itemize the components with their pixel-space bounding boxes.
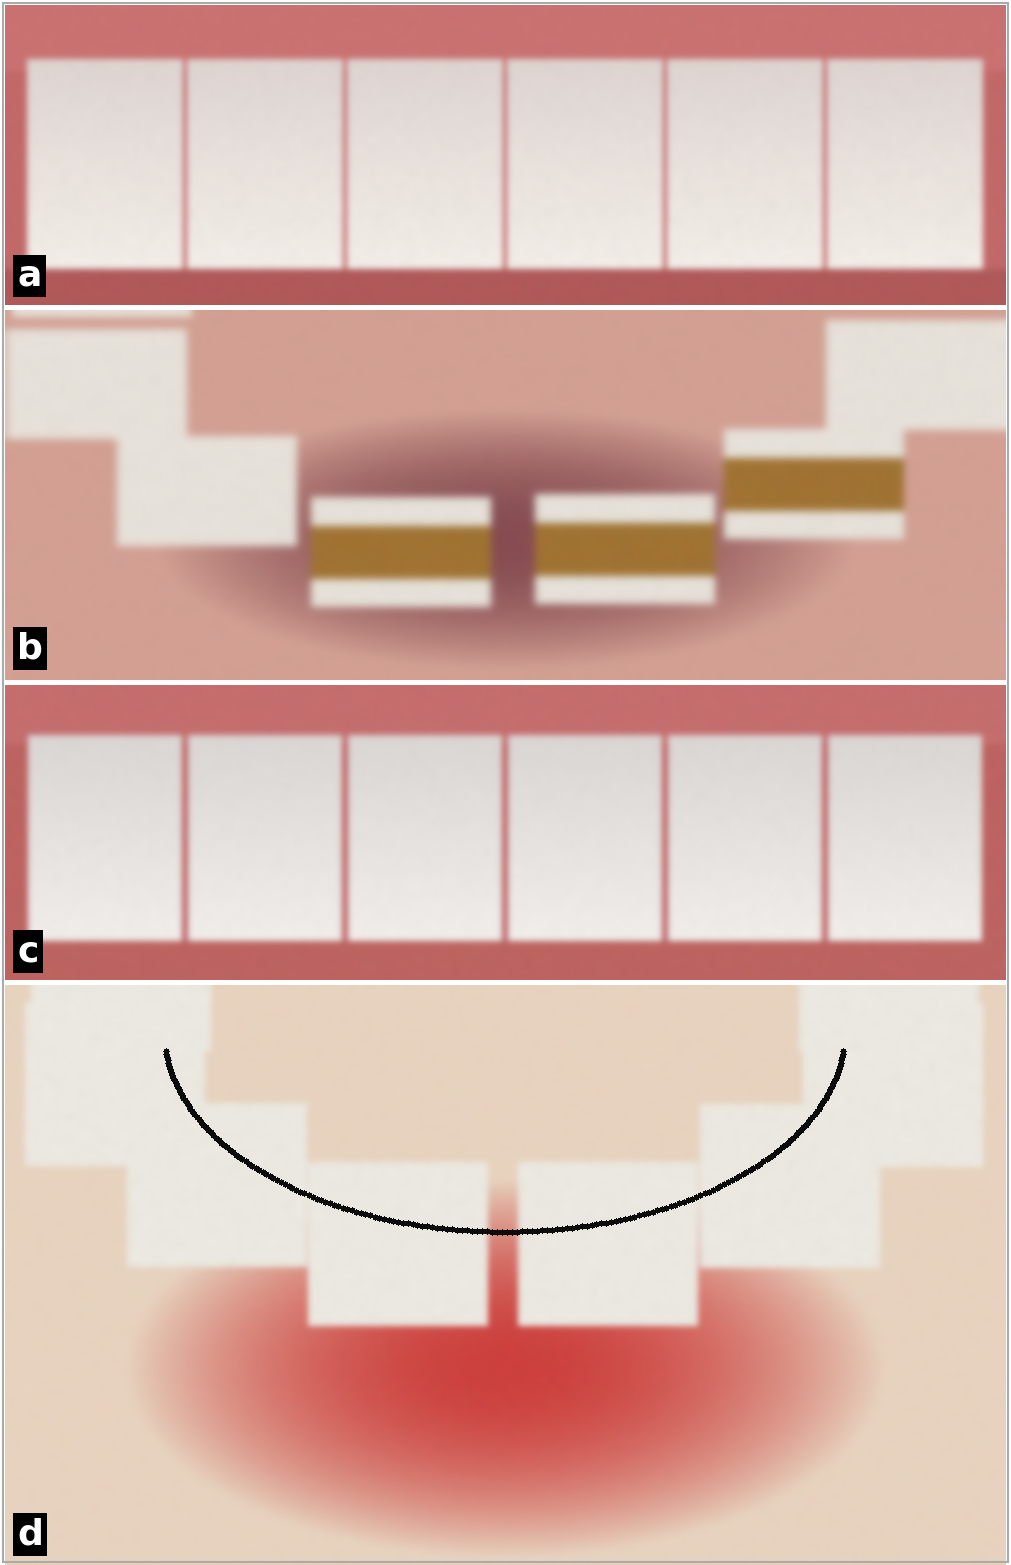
Text: b: b	[17, 631, 42, 665]
Text: c: c	[17, 934, 38, 969]
Text: a: a	[17, 258, 41, 293]
Text: d: d	[17, 1518, 42, 1551]
